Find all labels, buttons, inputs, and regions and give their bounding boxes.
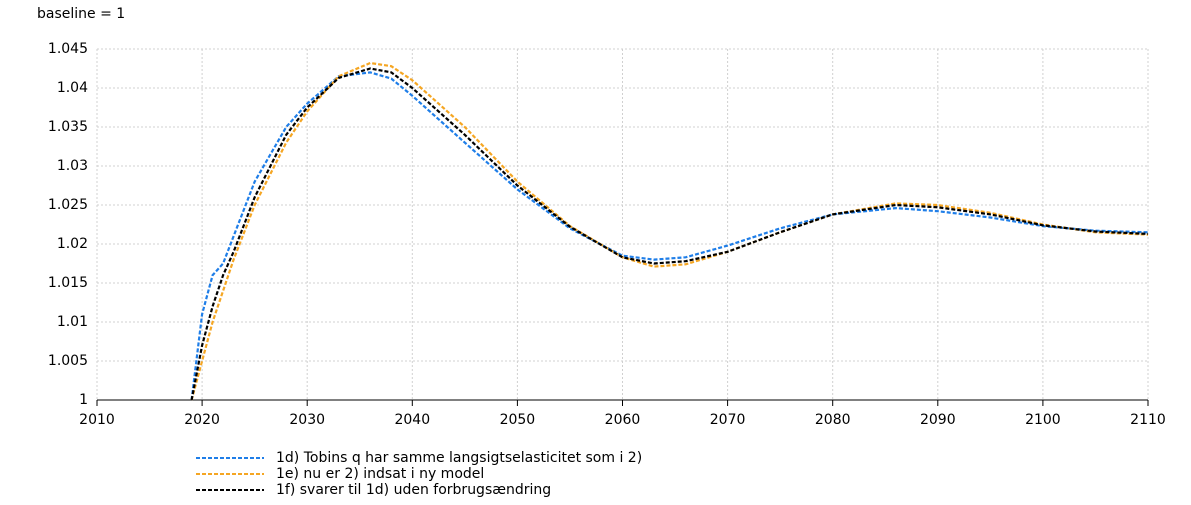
y-tick-label: 1.005 [48, 353, 88, 369]
chart-subtitle: baseline = 1 [37, 6, 125, 22]
x-tick-label: 2070 [710, 412, 746, 428]
legend-label: 1d) Tobins q har samme langsigtselastici… [276, 450, 642, 466]
series-line [190, 71, 1149, 401]
y-tick-label: 1.035 [48, 119, 88, 135]
legend-label: 1e) nu er 2) indsat i ny model [276, 466, 484, 482]
x-tick-label: 2030 [289, 412, 325, 428]
x-tick-label: 2040 [394, 412, 430, 428]
y-tick-label: 1 [79, 392, 88, 408]
series-line [190, 67, 1149, 401]
series-line [190, 61, 1149, 401]
x-tick-label: 2020 [184, 412, 220, 428]
y-tick-label: 1.025 [48, 197, 88, 213]
y-tick-label: 1.03 [57, 158, 88, 174]
x-tick-label: 2010 [79, 412, 115, 428]
x-tick-label: 2100 [1025, 412, 1061, 428]
y-tick-label: 1.04 [57, 80, 88, 96]
x-tick-label: 2060 [605, 412, 641, 428]
x-tick-label: 2050 [500, 412, 536, 428]
y-tick-label: 1.045 [48, 41, 88, 57]
x-tick-label: 2080 [815, 412, 851, 428]
y-tick-label: 1.01 [57, 314, 88, 330]
y-tick-label: 1.015 [48, 275, 88, 291]
y-tick-label: 1.02 [57, 236, 88, 252]
legend-label: 1f) svarer til 1d) uden forbrugsændring [276, 482, 551, 498]
x-tick-label: 2090 [920, 412, 956, 428]
x-tick-label: 2110 [1130, 412, 1166, 428]
